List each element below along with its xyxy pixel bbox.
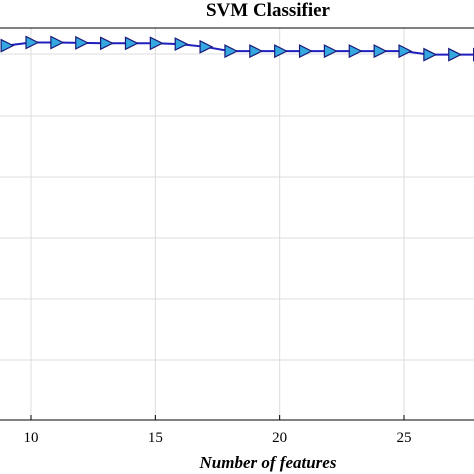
data-point-marker	[0, 38, 15, 53]
data-point-marker	[149, 36, 164, 51]
plot-area-frame	[0, 27, 474, 421]
data-point-marker	[448, 47, 463, 62]
data-point-marker	[274, 44, 289, 59]
x-ticks: 10 15 20 25	[24, 415, 412, 446]
data-point-marker	[50, 35, 65, 50]
data-point-marker	[249, 44, 264, 59]
data-point-marker	[99, 36, 114, 51]
x-tick-label: 20	[272, 430, 287, 446]
data-point-marker	[25, 35, 40, 50]
x-tick-label: 10	[24, 430, 39, 446]
data-point-marker	[75, 35, 90, 50]
data-point-marker	[423, 47, 438, 62]
data-point-marker	[398, 44, 413, 59]
data-point-marker	[224, 44, 239, 59]
x-tick-label: 15	[148, 430, 163, 446]
grid-lines	[0, 28, 474, 420]
data-point-marker	[124, 36, 139, 51]
data-point-marker	[199, 39, 214, 54]
x-axis-label: Number of features	[199, 453, 337, 472]
chart-title: SVM Classifier	[206, 0, 331, 21]
x-tick-label: 25	[397, 430, 412, 446]
series-markers	[0, 35, 474, 62]
data-point-marker	[174, 37, 189, 52]
data-point-marker	[298, 44, 313, 59]
data-point-marker	[323, 44, 338, 59]
data-point-marker	[348, 44, 363, 59]
data-point-marker	[373, 44, 388, 59]
